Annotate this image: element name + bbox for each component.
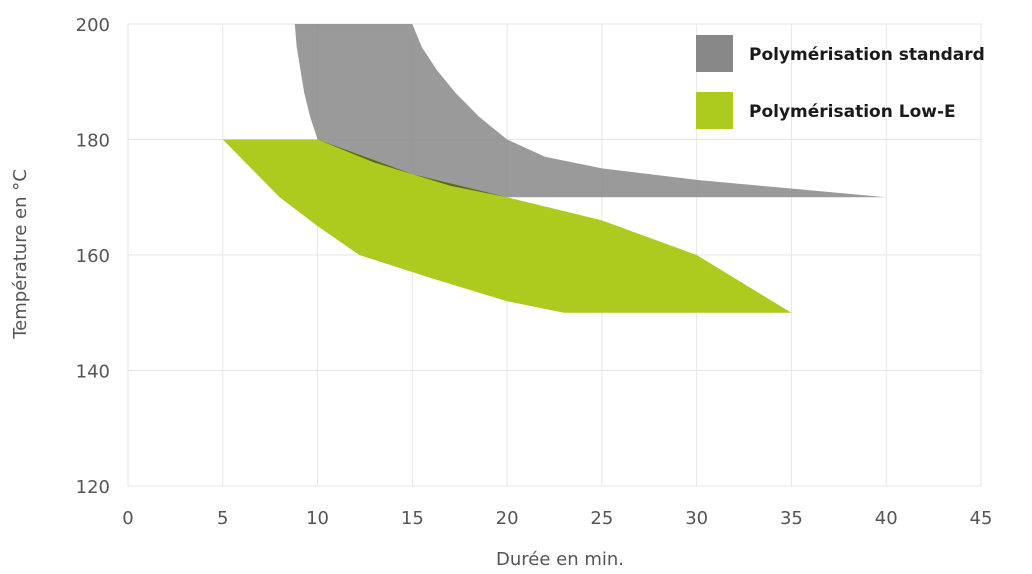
legend-label-low-e: Polymérisation Low-E [749,102,956,122]
series-area-low-e [222,139,792,313]
x-axis-ticks: 0 5 10 15 20 25 30 35 40 45 [122,508,992,529]
legend-item-standard: Polymérisation standard [696,35,985,72]
y-axis-title: Température en °C [10,169,31,340]
y-tick-label: 120 [76,477,110,498]
x-tick-label: 30 [685,508,708,529]
x-tick-label: 25 [590,508,613,529]
x-tick-label: 15 [401,508,424,529]
y-tick-label: 140 [76,362,110,383]
y-tick-label: 160 [76,246,110,267]
x-tick-label: 35 [780,508,803,529]
x-tick-label: 20 [496,508,519,529]
legend-swatch-standard [696,35,733,72]
legend-item-low-e: Polymérisation Low-E [696,92,956,129]
x-axis-title: Durée en min. [496,549,624,570]
legend-label-standard: Polymérisation standard [749,45,985,65]
plot-area [222,24,887,313]
y-tick-label: 180 [76,131,110,152]
legend-swatch-low-e [696,92,733,129]
x-tick-label: 40 [875,508,898,529]
legend: Polymérisation standard Polymérisation L… [696,35,985,129]
x-tick-label: 5 [217,508,228,529]
y-axis-ticks: 120 140 160 180 200 [76,15,110,498]
x-tick-label: 0 [122,508,133,529]
y-tick-label: 200 [76,15,110,36]
x-tick-label: 10 [306,508,329,529]
x-tick-label: 45 [970,508,993,529]
series-area-standard [294,24,887,198]
